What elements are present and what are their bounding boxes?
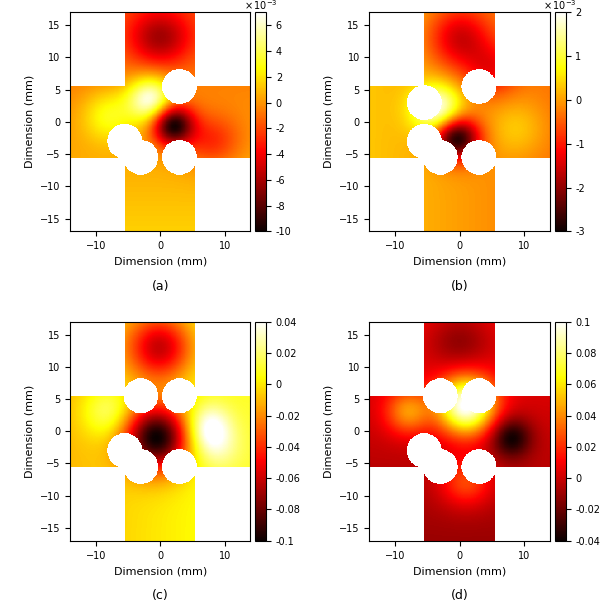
X-axis label: Dimension (mm): Dimension (mm) [413, 566, 506, 576]
Title: $\times\,10^{-3}$: $\times\,10^{-3}$ [244, 0, 278, 12]
X-axis label: Dimension (mm): Dimension (mm) [113, 566, 207, 576]
Y-axis label: Dimension (mm): Dimension (mm) [324, 75, 334, 168]
X-axis label: Dimension (mm): Dimension (mm) [413, 257, 506, 267]
Y-axis label: Dimension (mm): Dimension (mm) [24, 385, 34, 478]
Title: $\times\,10^{-3}$: $\times\,10^{-3}$ [544, 0, 577, 12]
Text: (a): (a) [152, 279, 169, 293]
Text: (c): (c) [152, 589, 168, 602]
Y-axis label: Dimension (mm): Dimension (mm) [324, 385, 334, 478]
Y-axis label: Dimension (mm): Dimension (mm) [24, 75, 34, 168]
X-axis label: Dimension (mm): Dimension (mm) [113, 257, 207, 267]
Text: (b): (b) [451, 279, 468, 293]
Text: (d): (d) [451, 589, 468, 602]
